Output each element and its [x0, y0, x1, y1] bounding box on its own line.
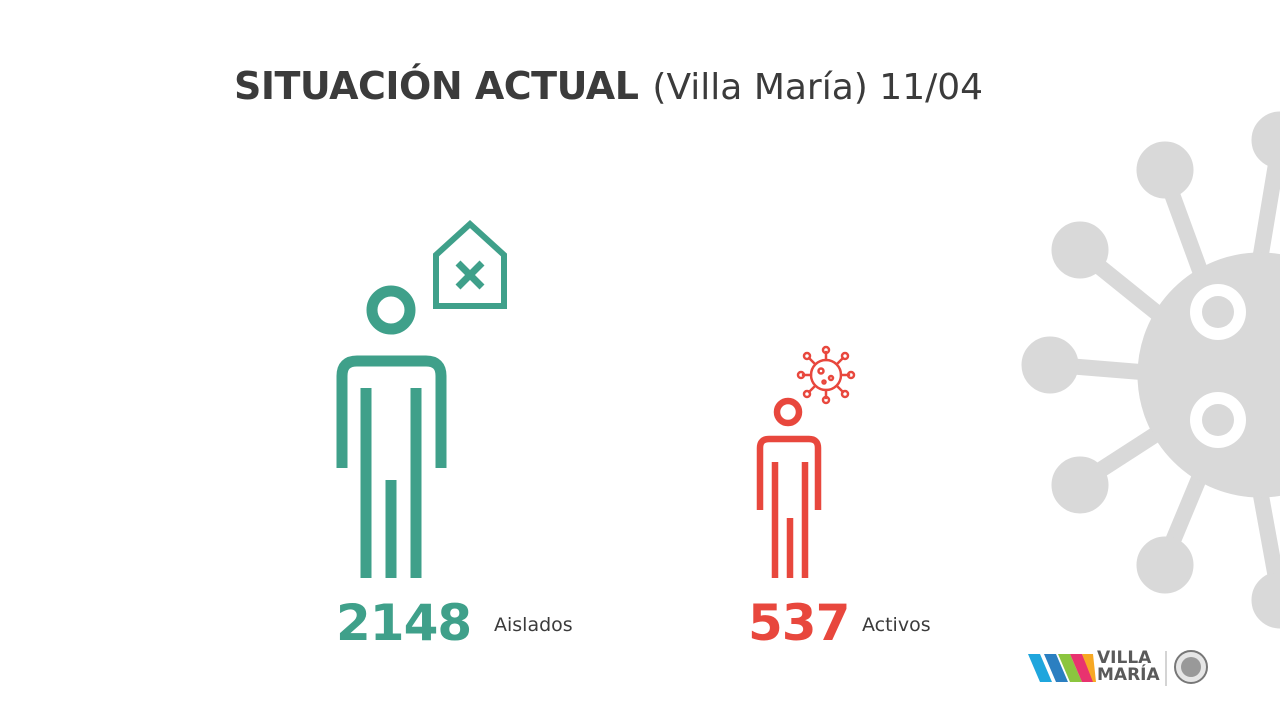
page-title: SITUACIÓN ACTUAL (Villa María) 11/04: [234, 64, 983, 108]
virus-background-icon: [1021, 111, 1280, 629]
logo-line2: MARÍA: [1097, 665, 1160, 685]
title-bold: SITUACIÓN ACTUAL: [234, 64, 639, 108]
isolated-person-icon: [336, 285, 447, 578]
logo-line1: VILLA: [1097, 648, 1152, 668]
logo-text: VILLA MARÍA: [1097, 650, 1160, 684]
active-label: Activos: [862, 614, 931, 636]
virus-icon: [796, 345, 856, 405]
title-location-date: (Villa María) 11/04: [652, 67, 984, 108]
house-x-icon: [433, 219, 507, 309]
isolated-label: Aislados: [494, 614, 573, 636]
infected-person-icon: [756, 397, 822, 578]
active-count: 537: [748, 594, 850, 652]
villa-maria-logo: [1028, 650, 1208, 686]
isolated-count: 2148: [336, 594, 472, 652]
